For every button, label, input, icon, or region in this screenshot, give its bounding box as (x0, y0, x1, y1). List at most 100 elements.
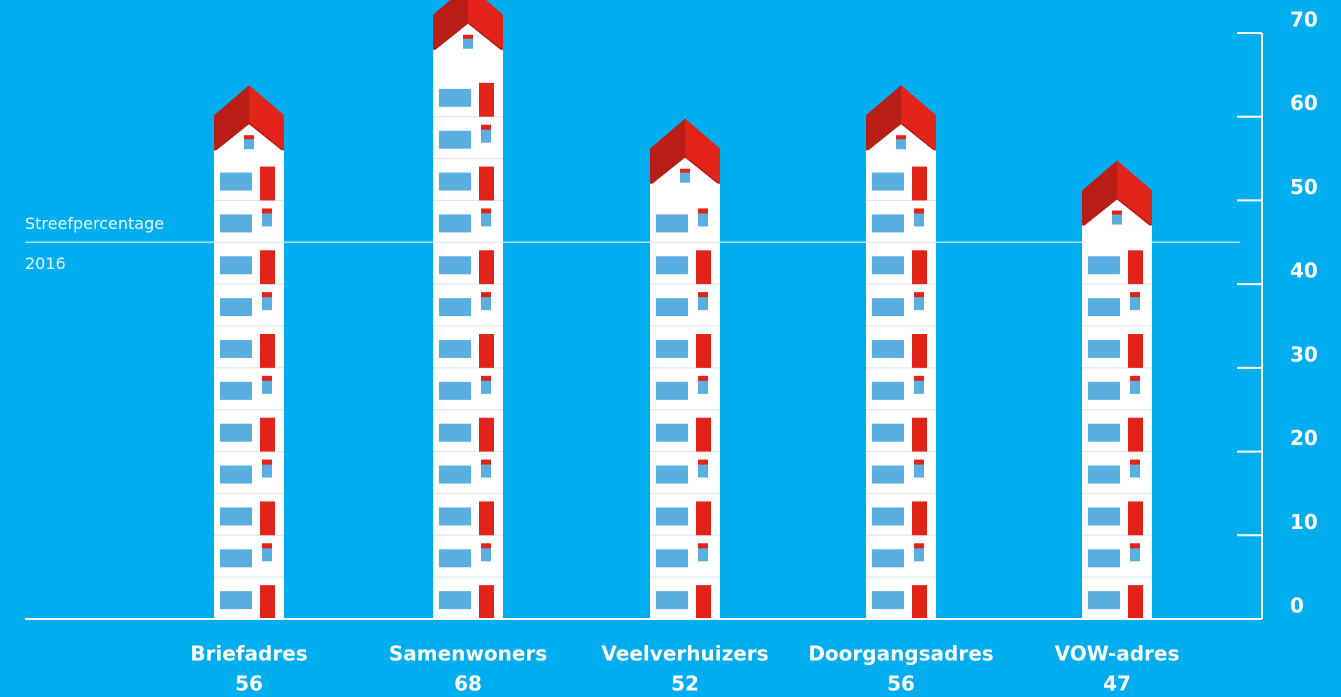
y-tick-label: 60 (1290, 91, 1318, 115)
small-window (262, 380, 272, 394)
door (1128, 250, 1143, 284)
attic-window-top (1112, 211, 1122, 215)
small-window-top (914, 292, 924, 297)
window (220, 298, 252, 316)
attic-window-top (463, 35, 473, 39)
small-window-top (262, 292, 272, 297)
window (656, 466, 688, 484)
small-window-top (481, 208, 491, 213)
attic-window-top (680, 169, 690, 173)
door (479, 501, 494, 535)
attic-window (463, 38, 473, 49)
window (220, 340, 252, 358)
y-tick-label: 10 (1290, 510, 1318, 534)
window (1088, 424, 1120, 442)
value-label: 47 (1103, 672, 1131, 696)
small-window (262, 212, 272, 226)
door (696, 585, 711, 619)
window (872, 466, 904, 484)
window (439, 89, 471, 107)
window (220, 424, 252, 442)
small-window-top (1130, 376, 1140, 381)
window (1088, 466, 1120, 484)
y-tick-label: 0 (1290, 594, 1304, 618)
small-window (481, 296, 491, 310)
small-window (914, 547, 924, 561)
window (872, 173, 904, 191)
x-tick-label: Veelverhuizers (601, 642, 768, 666)
x-tick-label: Samenwoners (389, 642, 547, 666)
window (439, 131, 471, 149)
door (696, 501, 711, 535)
window (872, 549, 904, 567)
small-window (698, 380, 708, 394)
window (220, 173, 252, 191)
small-window (481, 380, 491, 394)
small-window-top (914, 376, 924, 381)
window (656, 591, 688, 609)
door (260, 334, 275, 368)
small-window (698, 464, 708, 478)
door (479, 418, 494, 452)
small-window (914, 296, 924, 310)
value-label: 56 (235, 672, 263, 696)
small-window-top (262, 460, 272, 465)
building (866, 85, 936, 619)
door (912, 334, 927, 368)
door (479, 167, 494, 201)
door (912, 418, 927, 452)
door (260, 250, 275, 284)
window (656, 298, 688, 316)
window (656, 549, 688, 567)
small-window-top (698, 292, 708, 297)
small-window (914, 464, 924, 478)
building (433, 0, 503, 619)
window (1088, 298, 1120, 316)
window (220, 549, 252, 567)
door (696, 418, 711, 452)
door (260, 167, 275, 201)
window (872, 507, 904, 525)
door (260, 418, 275, 452)
door (479, 585, 494, 619)
window (872, 382, 904, 400)
window (439, 382, 471, 400)
door (260, 501, 275, 535)
door (696, 334, 711, 368)
small-window-top (1130, 460, 1140, 465)
small-window (1130, 464, 1140, 478)
small-window (1130, 547, 1140, 561)
small-window-top (914, 543, 924, 548)
window (220, 507, 252, 525)
window (1088, 549, 1120, 567)
door (479, 250, 494, 284)
small-window-top (914, 208, 924, 213)
window (656, 507, 688, 525)
window (220, 382, 252, 400)
attic-window (244, 138, 254, 149)
y-tick-label: 20 (1290, 426, 1318, 450)
window (439, 507, 471, 525)
door (1128, 334, 1143, 368)
window (656, 382, 688, 400)
window (1088, 507, 1120, 525)
window (1088, 591, 1120, 609)
window (439, 466, 471, 484)
small-window-top (262, 376, 272, 381)
reference-label: Streefpercentage (25, 214, 164, 233)
window (220, 466, 252, 484)
window (439, 549, 471, 567)
small-window (698, 296, 708, 310)
small-window (481, 464, 491, 478)
attic-window-top (244, 135, 254, 139)
small-window (262, 547, 272, 561)
door (912, 501, 927, 535)
attic-window-top (896, 135, 906, 139)
door (260, 585, 275, 619)
x-tick-label: VOW-adres (1055, 642, 1180, 666)
attic-window (680, 172, 690, 183)
small-window (914, 380, 924, 394)
building (1082, 161, 1152, 619)
x-tick-label: Briefadres (190, 642, 307, 666)
window (439, 298, 471, 316)
